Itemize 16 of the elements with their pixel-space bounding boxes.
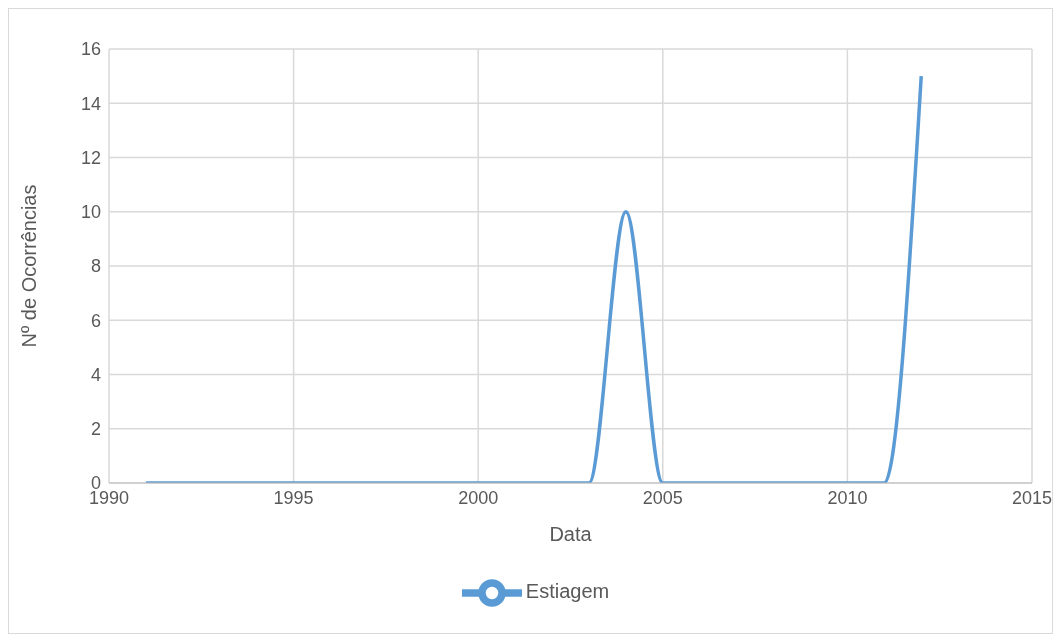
y-tick-label: 8 bbox=[90, 256, 101, 277]
y-axis-title: Nº de Ocorrências bbox=[18, 184, 41, 348]
x-tick-label: 2015 bbox=[1011, 487, 1053, 508]
x-axis-title: Data bbox=[549, 523, 593, 545]
y-tick-label: 6 bbox=[90, 310, 101, 331]
x-tick-label: 2010 bbox=[827, 487, 868, 508]
x-tick-label: 2005 bbox=[642, 487, 683, 508]
y-tick-label: 16 bbox=[80, 39, 101, 60]
x-tick-label: 1995 bbox=[273, 487, 314, 508]
y-tick-label: 4 bbox=[90, 364, 101, 385]
y-tick-label: 14 bbox=[80, 93, 101, 114]
legend-label: Estiagem bbox=[525, 580, 610, 603]
y-tick-label: 12 bbox=[80, 147, 101, 168]
y-tick-label: 2 bbox=[90, 419, 101, 440]
x-tick-label: 2000 bbox=[458, 487, 499, 508]
y-tick-label: 10 bbox=[80, 202, 101, 223]
